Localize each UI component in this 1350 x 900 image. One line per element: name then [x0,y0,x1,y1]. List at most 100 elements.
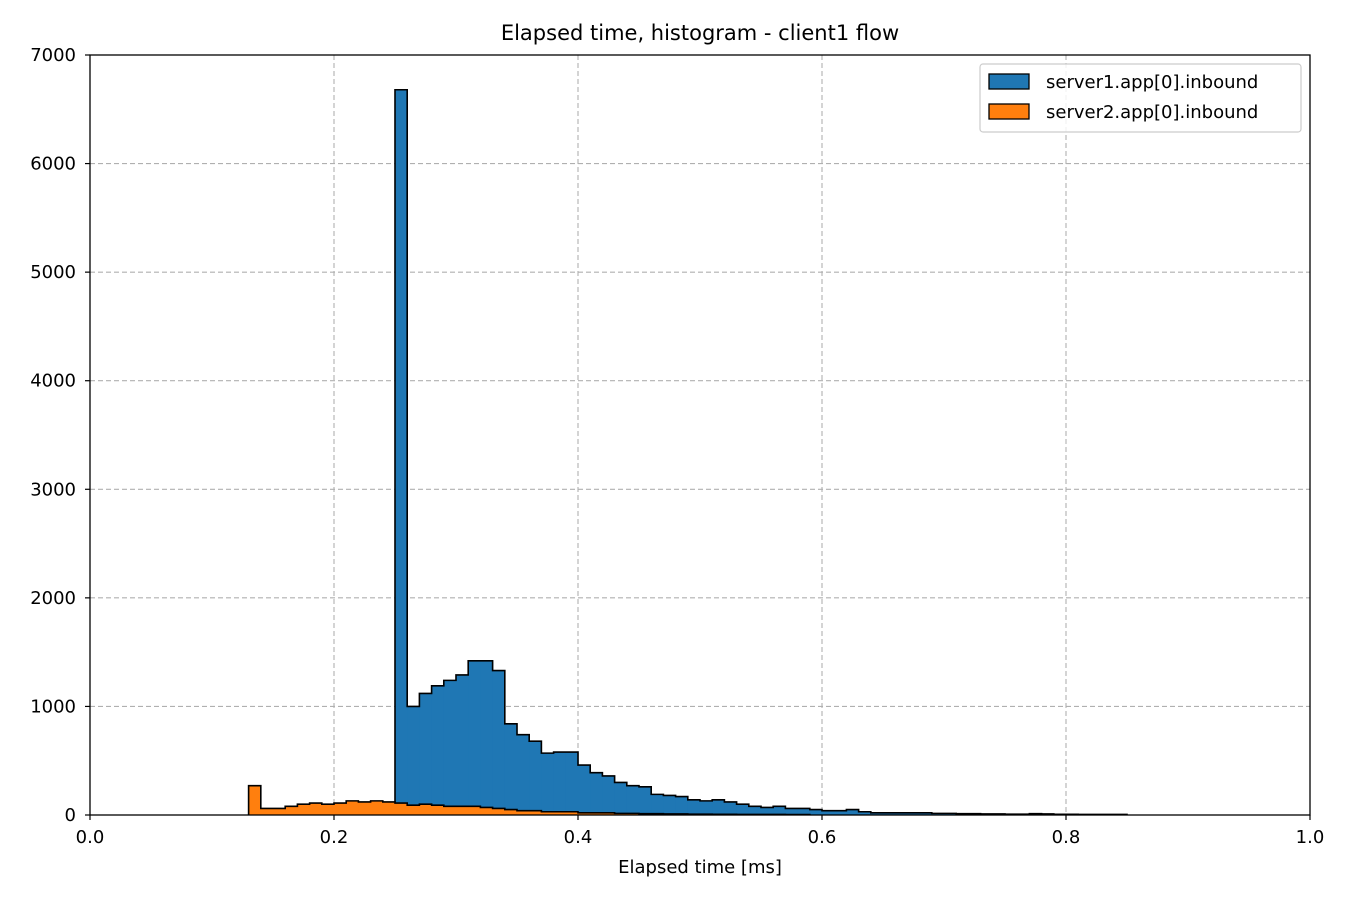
x-axis-label: Elapsed time [ms] [618,857,782,878]
histogram-bar [590,772,603,815]
histogram-bar [797,808,811,815]
histogram-bar [724,801,738,815]
histogram-bar [626,785,640,815]
histogram-bar [590,812,603,815]
histogram-bar [419,804,433,815]
histogram-bar [578,812,591,815]
histogram-bar [456,674,469,815]
histogram-bar [846,809,860,815]
x-tick-label: 0.2 [320,827,349,848]
histogram-bar [858,811,872,815]
histogram-bar [675,796,689,815]
x-tick-label: 0.4 [564,827,593,848]
histogram-bar [541,753,555,815]
histogram-bar [517,734,530,815]
histogram-bar [334,803,347,815]
histogram-bar [248,785,262,815]
histogram-bar [492,808,506,815]
legend: server1.app[0].inbound server2.app[0].inb… [979,63,1302,133]
histogram-bar [651,794,664,815]
histogram-bar [456,806,469,815]
histogram-bar [748,806,762,815]
histogram-bar [517,810,530,815]
x-tick-label: 0.8 [1052,827,1081,848]
legend-swatch [988,103,1030,120]
histogram-bar [602,812,616,815]
histogram-bar [565,752,579,815]
histogram-bar [578,765,591,815]
histogram-bar [321,804,335,815]
histogram-bar [285,806,298,815]
x-tick-label: 1.0 [1296,827,1325,848]
chart-title: Elapsed time, histogram - client1 flow [501,21,899,45]
histogram-bar [382,801,396,815]
histogram-bar [614,813,628,815]
x-tick-label: 0.6 [808,827,837,848]
histogram-bar [736,804,750,815]
histogram-bar [712,799,725,815]
series-2-bars [247,784,811,816]
histogram-bar [834,810,847,815]
histogram-bar [407,805,420,815]
legend-swatch [988,73,1030,90]
histogram-bar [883,812,896,815]
histogram-bar [370,800,384,815]
histogram-bar [273,808,286,815]
histogram-bar [761,807,774,815]
grid-lines [90,55,1310,815]
histogram-bar [687,799,701,815]
histogram-bar [663,795,677,815]
histogram-bar [297,804,311,815]
histogram-bar [529,741,542,815]
histogram-bar [395,803,408,815]
legend-label: server1.app[0].inbound [1046,72,1258,93]
histogram-bar [614,782,628,815]
histogram-bar [907,812,921,815]
histogram-bar [480,660,494,815]
histogram-bar [480,807,494,815]
histogram-bar [468,660,481,815]
histogram-bar [358,801,372,815]
y-tick-label: 3000 [30,479,76,500]
y-tick-label: 6000 [30,154,76,175]
y-tick-label: 1000 [30,696,76,717]
series-1-bars [394,88,1128,816]
histogram-bar [895,812,908,815]
legend-box [979,63,1302,133]
histogram-bar [931,813,945,815]
histogram-bar [602,775,616,815]
histogram-bar [504,723,518,815]
series-1-outline [394,88,1128,816]
histogram-bar [407,706,420,815]
histogram-bar [809,809,823,815]
legend-label: server2.app[0].inbound [1046,102,1258,123]
histogram-bar [309,803,323,815]
histogram-bar [529,810,542,815]
y-tick-label: 0 [65,805,76,826]
histogram-bar [419,693,433,815]
histogram-bar [700,800,713,815]
histogram-bar [944,813,957,815]
histogram-bar [541,811,555,815]
histogram-bar [919,812,933,815]
histogram-bar [565,811,579,815]
y-tick-label: 5000 [30,262,76,283]
histogram-bar [431,685,445,815]
histogram-bars [247,88,1128,816]
histogram-bar [553,811,567,815]
histogram-bar [492,670,506,815]
histogram-bar [468,806,481,815]
plot-area-frame [89,54,1311,816]
histogram-bar [395,89,408,815]
histogram-bar [431,805,445,815]
histogram-bar [443,806,457,815]
histogram-bar [504,809,518,815]
histogram-bar [553,752,567,815]
series-2-outline [247,784,811,816]
histogram-bar [870,812,884,815]
histogram-bar [260,808,274,815]
histogram-bar [626,813,640,815]
histogram-bar [639,786,652,815]
